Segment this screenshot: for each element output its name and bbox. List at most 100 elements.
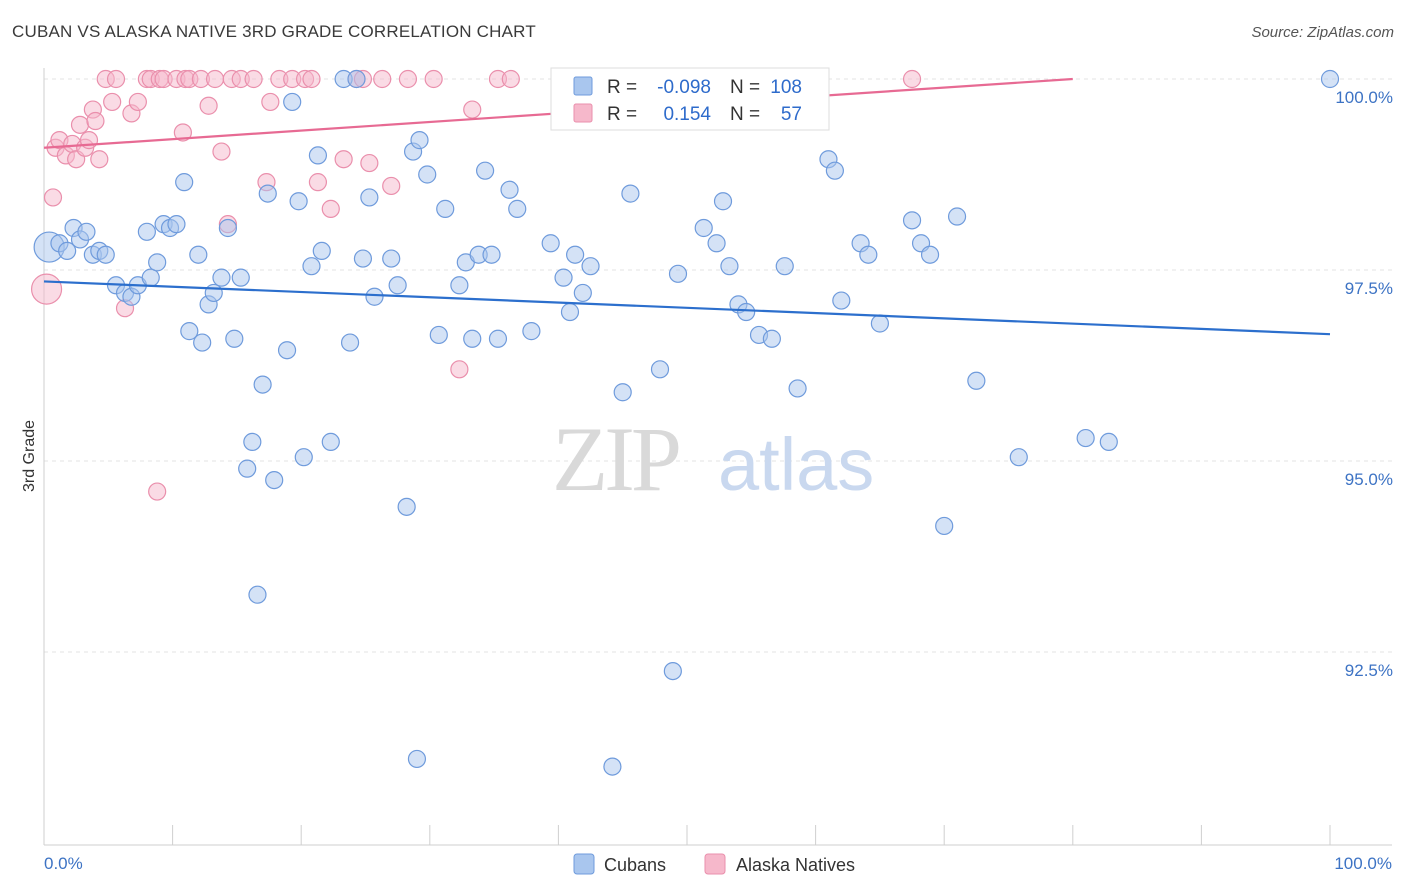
cubans-point-102: [1009, 448, 1028, 467]
cubans-point-71: [566, 245, 585, 264]
cubans-point-72: [573, 283, 592, 303]
alaska-point-18: [128, 92, 147, 112]
cubans-point-37: [289, 192, 308, 211]
cubans-point-92: [832, 291, 851, 310]
cubans-point-69: [554, 268, 573, 287]
cubans-point-36: [283, 92, 302, 112]
cubans-point-85: [737, 302, 756, 322]
cubans-point-60: [463, 329, 482, 348]
stats-r-value-cubans: -0.098: [657, 77, 711, 98]
cubans-trend-line: [43, 280, 1331, 336]
cubans-point-64: [488, 329, 508, 348]
chart-title: CUBAN VS ALASKA NATIVE 3RD GRADE CORRELA…: [12, 22, 536, 41]
alaska-point-30: [205, 69, 225, 89]
alaska-point-47: [360, 153, 379, 173]
cubans-point-44: [347, 69, 366, 89]
cubans-point-53: [410, 131, 429, 150]
alaska-point-29: [199, 96, 218, 115]
cubans-point-54: [407, 749, 427, 769]
cubans-point-57: [436, 199, 455, 218]
cubans-point-101: [967, 371, 986, 390]
cubans-point-45: [340, 333, 360, 352]
cubans-point-41: [312, 241, 331, 260]
cubans-point-95: [870, 314, 890, 333]
stats-n-label-alaska: N =: [730, 104, 760, 125]
cubans-point-58: [450, 276, 469, 295]
alaska-point-7: [70, 115, 90, 134]
cubans-point-99: [935, 516, 954, 536]
cubans-point-96: [902, 211, 922, 230]
cubans-point-19: [175, 173, 194, 192]
cubans-point-26: [218, 218, 237, 238]
cubans-point-33: [258, 184, 277, 203]
cubans-point-8: [96, 245, 115, 264]
alaska-point-50: [398, 69, 418, 89]
y-tick-label-1: 97.5%: [1345, 279, 1393, 298]
cubans-point-105: [1320, 69, 1340, 89]
cubans-point-21: [189, 245, 208, 264]
alaska-point-15: [106, 69, 126, 89]
cubans-point-5: [77, 222, 96, 241]
stats-legend-swatch-alaska: [573, 103, 593, 123]
cubans-point-24: [204, 283, 223, 303]
stats-r-value-alaska: 0.154: [663, 104, 711, 125]
stats-legend-swatch-cubans: [573, 76, 593, 96]
alaska-points: [30, 69, 922, 501]
cubans-point-50: [388, 276, 407, 295]
cubans-point-46: [353, 249, 373, 268]
watermark: ZIP atlas: [552, 408, 874, 510]
alaska-point-53: [463, 100, 482, 119]
cubans-point-77: [650, 360, 670, 379]
alaska-point-31: [212, 142, 231, 161]
cubans-point-47: [360, 188, 379, 207]
alaska-point-35: [244, 69, 263, 89]
cubans-point-104: [1099, 432, 1118, 451]
cubans-point-42: [321, 432, 340, 451]
cubans-point-35: [277, 341, 297, 360]
alaska-point-43: [321, 199, 340, 218]
cubans-point-38: [294, 448, 313, 467]
cubans-point-80: [694, 218, 713, 238]
cubans-point-55: [418, 165, 437, 184]
cubans-point-78: [663, 661, 682, 681]
legend-swatch-cubans: [573, 853, 595, 875]
legend-label-cubans: Cubans: [604, 855, 666, 875]
cubans-point-74: [603, 757, 622, 776]
cubans-point-30: [248, 585, 267, 604]
cubans-points: [33, 69, 1340, 776]
stats-legend-box: [550, 67, 830, 131]
alaska-point-56: [902, 69, 922, 89]
y-axis-title: 3rd Grade: [21, 420, 38, 492]
alaska-point-41: [302, 69, 321, 89]
cubans-point-22: [193, 333, 212, 352]
cubans-point-76: [621, 184, 640, 203]
cubans-point-81: [707, 234, 726, 253]
y-tick-label-0: 100.0%: [1335, 88, 1393, 107]
alaska-point-49: [382, 176, 401, 196]
cubans-point-27: [225, 329, 244, 348]
alaska-point-48: [373, 69, 392, 89]
cubans-point-62: [475, 161, 495, 180]
cubans-point-49: [382, 249, 401, 268]
cubans-point-68: [541, 234, 560, 253]
cubans-point-94: [859, 245, 878, 264]
cubans-point-15: [148, 253, 167, 272]
cubans-point-91: [825, 161, 844, 180]
cubans-point-79: [668, 264, 688, 283]
stats-n-value-cubans: 108: [770, 77, 802, 98]
cubans-point-31: [253, 375, 272, 394]
stats-n-label-cubans: N =: [730, 77, 760, 98]
cubans-point-56: [429, 325, 448, 345]
alaska-point-25: [173, 123, 192, 142]
cubans-point-2: [58, 241, 77, 260]
chart-source: Source: ZipAtlas.com: [1251, 24, 1394, 41]
watermark-zip: ZIP: [552, 408, 679, 510]
cubans-point-48: [365, 287, 384, 306]
cubans-point-66: [508, 199, 527, 218]
cubans-point-25: [212, 268, 231, 287]
cubans-point-28: [231, 268, 250, 287]
cubans-point-100: [947, 207, 967, 226]
alaska-point-1: [43, 188, 63, 207]
cubans-point-103: [1076, 428, 1095, 448]
